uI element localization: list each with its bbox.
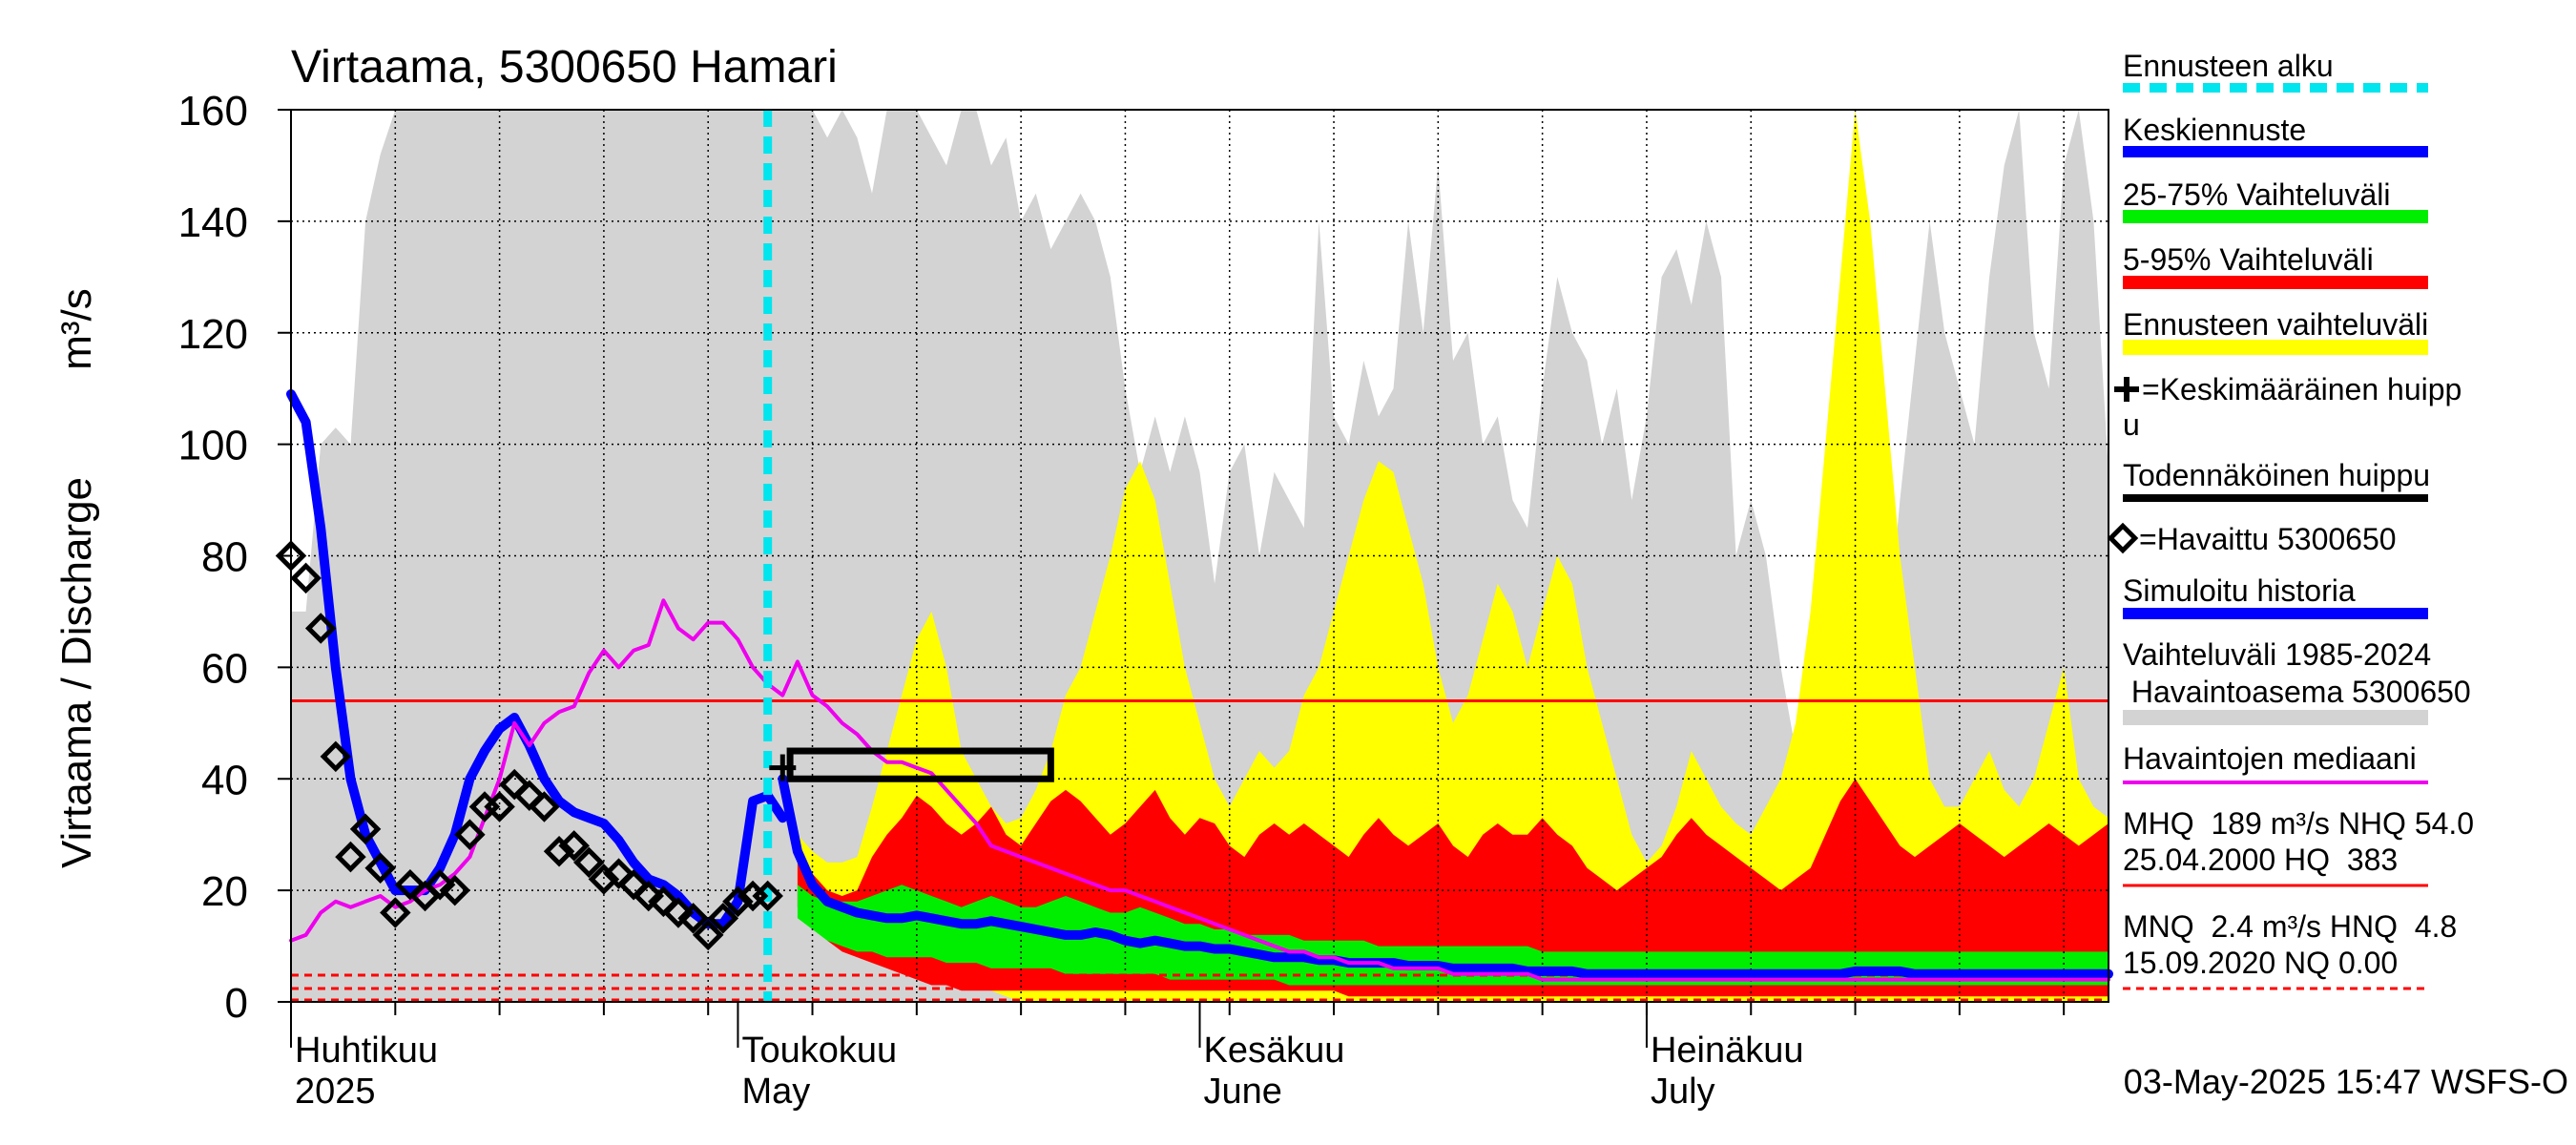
observed-point	[454, 819, 486, 850]
band-3	[797, 885, 2109, 986]
legend-mean-peak-marker	[2114, 377, 2139, 402]
y-axis-unit: m³/s	[53, 288, 100, 370]
y-tick-label: 80	[201, 534, 248, 581]
legend-forecast-range-label: Ennusteen vaihteluväli	[2123, 307, 2428, 342]
month-label-en: May	[741, 1072, 810, 1112]
legend-range-25-75-label: 25-75% Vaihteluväli	[2123, 177, 2390, 212]
series-line	[289, 598, 2110, 982]
range-bands	[291, 110, 2109, 1002]
legend-probable-peak-label: Todennäköinen huippu	[2123, 458, 2430, 492]
observed-point	[529, 791, 560, 822]
observed-point	[484, 791, 515, 822]
observed-point	[558, 830, 590, 862]
y-tick-label: 0	[225, 980, 248, 1027]
timestamp: 03-May-2025 15:47 WSFS-O	[2124, 1062, 2568, 1101]
observed-point	[707, 903, 739, 934]
legend-forecast-start-label: Ennusteen alku	[2123, 49, 2334, 83]
y-tick-label: 160	[178, 88, 248, 135]
legend-mean-peak-label-cont: u	[2123, 407, 2140, 442]
legend-mean-forecast-label: Keskiennuste	[2123, 113, 2306, 147]
observed-point	[364, 852, 396, 885]
observed-point	[304, 613, 337, 644]
y-tick-label: 60	[201, 645, 248, 692]
legend-range-5-95-label: 5-95% Vaihteluväli	[2123, 242, 2374, 277]
y-tick-label: 140	[178, 199, 248, 246]
legend-hist-range-label-2: Havaintoasema 5300650	[2123, 675, 2471, 709]
observed-point	[275, 540, 307, 572]
month-label-en: July	[1651, 1072, 1715, 1112]
series-line	[778, 774, 2113, 979]
legend-median-label: Havaintojen mediaani	[2123, 741, 2417, 776]
probable-peak-box	[786, 747, 1054, 782]
observed-point	[439, 874, 471, 906]
month-label-fi: Heinäkuu	[1651, 1030, 1804, 1071]
series-lines	[286, 110, 2113, 1002]
band-1	[797, 110, 2109, 1002]
observed-point	[380, 897, 411, 928]
observed-point	[752, 880, 783, 912]
y-tick-label: 40	[201, 757, 248, 803]
y-axis-label: Virtaama / Discharge	[53, 477, 100, 868]
legend-hist-range-label: Vaihteluväli 1985-2024	[2123, 637, 2431, 672]
observed-point	[349, 813, 382, 845]
observed-point	[290, 562, 322, 594]
legend-mean-peak-label: =Keskimääräinen huipp	[2142, 372, 2462, 406]
y-tick-label: 120	[178, 311, 248, 358]
chart-title: Virtaama, 5300650 Hamari	[291, 42, 838, 93]
y-tick-label: 20	[201, 868, 248, 915]
observed-point	[573, 846, 605, 879]
legend-observed-label: =Havaittu 5300650	[2139, 522, 2397, 556]
observed-markers	[275, 540, 783, 951]
legend-simulated-label: Simuloitu historia	[2123, 573, 2356, 608]
month-label-en: June	[1204, 1072, 1282, 1112]
month-label-en: 2025	[295, 1072, 376, 1112]
legend-stats-low-line2: 15.09.2020 NQ 0.00	[2123, 946, 2398, 980]
observed-point	[677, 903, 709, 934]
legend: Ennusteen alku Keskiennuste 25-75% Vaiht…	[2107, 49, 2474, 990]
legend-observed-marker	[2107, 522, 2139, 554]
legend-stats-low-line1: MNQ 2.4 m³/s HNQ 4.8	[2123, 909, 2457, 944]
y-tick-label: 100	[178, 423, 248, 469]
month-label-fi: Kesäkuu	[1204, 1030, 1345, 1071]
legend-stats-high-line1: MHQ 189 m³/s NHQ 54.0	[2123, 806, 2474, 841]
series-line	[286, 389, 788, 929]
month-label-fi: Toukokuu	[741, 1030, 897, 1071]
legend-stats-high-line2: 25.04.2000 HQ 383	[2123, 843, 2398, 877]
observed-point	[335, 841, 366, 873]
observed-point	[692, 919, 724, 951]
observed-point	[320, 740, 352, 773]
month-label-fi: Huhtikuu	[295, 1030, 438, 1071]
